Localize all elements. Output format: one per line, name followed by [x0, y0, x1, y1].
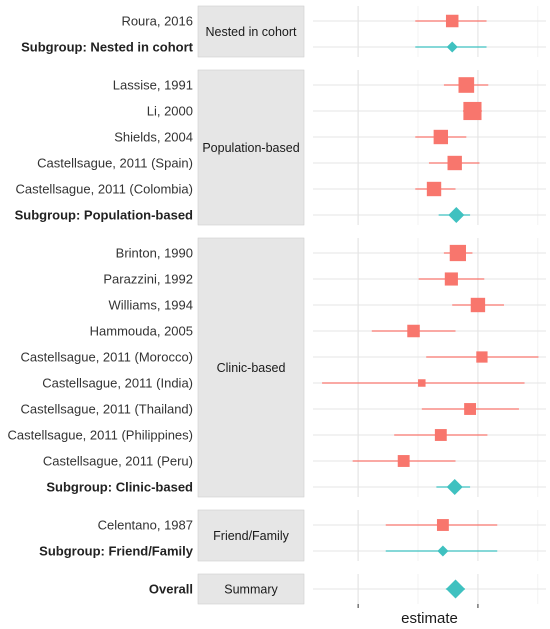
group-strip [197, 573, 305, 605]
panel-2: Clinic-based Brinton, 1990 Parazzini, 1992… [8, 237, 546, 498]
study-estimate-square [476, 351, 488, 363]
subgroup-diamond [448, 207, 465, 223]
study-estimate-square [407, 324, 420, 338]
group-strip [197, 237, 305, 498]
panel-background [313, 510, 546, 561]
study-estimate-square [445, 14, 459, 28]
row-label: Castellsague, 2011 (Colombia) [15, 182, 193, 197]
group-strip [197, 509, 305, 562]
row-label: Williams, 1994 [108, 298, 193, 313]
group-strip [197, 5, 305, 58]
study-estimate-square [397, 455, 410, 467]
row-label: Subgroup: Population-based [15, 208, 193, 223]
subgroup-diamond [437, 545, 449, 557]
subgroup-diamond [446, 41, 458, 53]
study-estimate-square [433, 129, 449, 145]
row-label: Castellsague, 2011 (Spain) [37, 156, 193, 171]
group-strip-label: Summary [224, 583, 278, 597]
row-label: Brinton, 1990 [116, 246, 193, 261]
study-estimate-square [426, 181, 442, 197]
row-label: Castellsague, 2011 (Philippines) [8, 428, 193, 443]
subgroup-diamond [446, 479, 463, 495]
panel-background [313, 6, 546, 57]
group-strip-label: Population-based [202, 141, 299, 155]
group-strip-label: Nested in cohort [205, 25, 297, 39]
row-label: Roura, 2016 [121, 14, 193, 29]
row-label: Castellsague, 2011 (India) [42, 376, 193, 391]
group-strip [197, 69, 305, 226]
overall-diamond [446, 579, 466, 599]
study-estimate-square [458, 77, 475, 93]
group-strip-label: Clinic-based [217, 361, 286, 375]
row-label: Hammouda, 2005 [90, 324, 193, 339]
panel-background [313, 70, 546, 225]
row-label: Parazzini, 1992 [103, 272, 193, 287]
row-label: Overall [149, 582, 193, 597]
row-label: Subgroup: Friend/Family [39, 544, 194, 559]
study-estimate-square [434, 429, 447, 441]
row-label: Subgroup: Nested in cohort [21, 40, 194, 55]
row-label: Li, 2000 [147, 104, 193, 119]
row-label: Lassise, 1991 [113, 78, 193, 93]
row-label: Shields, 2004 [114, 130, 193, 145]
row-label: Castellsague, 2011 (Peru) [43, 454, 193, 469]
study-estimate-square [444, 272, 458, 286]
panel-0: Nested in cohort Roura, 2016 Subgroup: Nes… [21, 5, 546, 58]
study-estimate-square [470, 297, 486, 313]
row-label: Castellsague, 2011 (Morocco) [21, 350, 193, 365]
study-estimate-square [436, 519, 449, 531]
study-estimate-square [464, 403, 477, 415]
panel-4: Summary Overall [149, 573, 546, 605]
x-axis: 0.11.0estimate [357, 604, 479, 627]
panel-1: Population-based Lassise, 1991 Li, 2000 Shi… [15, 69, 546, 226]
group-strip-label: Friend/Family [213, 529, 289, 543]
panel-background [313, 238, 546, 497]
study-estimate-square [463, 101, 482, 121]
study-estimate-square [447, 155, 462, 171]
row-label: Subgroup: Clinic-based [46, 480, 193, 495]
study-estimate-square [449, 244, 466, 262]
panel-3: Friend/Family Celentano, 1987 Subgroup: Fr… [39, 509, 546, 562]
study-estimate-square [418, 379, 426, 387]
x-axis-title: estimate [401, 610, 458, 627]
row-label: Celentano, 1987 [98, 518, 193, 533]
row-label: Castellsague, 2011 (Thailand) [21, 402, 193, 417]
